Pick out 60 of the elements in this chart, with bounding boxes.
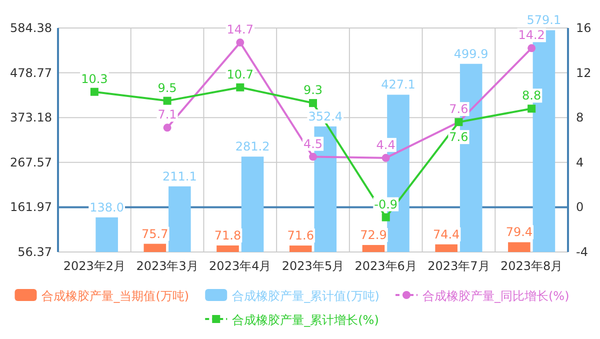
point <box>382 213 390 222</box>
legend-label: 合成橡胶产量_当期值(万吨) <box>42 289 190 303</box>
legend-label: 合成橡胶产量_累计增长(%) <box>232 313 379 327</box>
legend-label: 合成橡胶产量_累计值(万吨) <box>232 289 380 303</box>
data-label: 4.5 <box>303 136 323 151</box>
data-label: 7.1 <box>158 108 177 122</box>
data-label: 71.6 <box>287 228 314 243</box>
data-label: 281.2 <box>235 140 270 154</box>
data-label: 9.5 <box>158 80 177 95</box>
y2-tick-label: -4 <box>576 245 588 259</box>
data-label: 14.2 <box>518 28 545 42</box>
data-label: 10.7 <box>226 67 254 82</box>
data-label: 8.8 <box>522 88 542 103</box>
x-tick-label: 2023年2月 <box>63 259 126 273</box>
y-tick-label: 161.97 <box>10 200 52 214</box>
y-tick-label: 267.57 <box>10 155 52 170</box>
data-label: 72.9 <box>360 228 387 242</box>
x-tick-label: 2023年7月 <box>428 259 490 273</box>
point <box>236 83 244 92</box>
data-label: 499.9 <box>454 46 488 61</box>
y-tick-label: 56.37 <box>18 245 52 259</box>
legend-label: 合成橡胶产量_同比增长(%) <box>422 289 570 303</box>
y2-tick-label: 4 <box>576 155 584 170</box>
data-label: 71.8 <box>214 228 242 242</box>
data-label: 4.4 <box>376 138 396 152</box>
data-label: 79.4 <box>506 225 533 240</box>
y2-tick-label: 12 <box>576 66 592 80</box>
point <box>90 88 98 96</box>
x-tick-label: 2023年6月 <box>354 259 417 273</box>
point <box>309 152 317 161</box>
point <box>528 44 536 52</box>
y2-tick-label: 16 <box>576 21 592 35</box>
y-tick-label: 584.38 <box>10 21 52 35</box>
x-tick-label: 2023年3月 <box>136 259 198 273</box>
point <box>236 38 244 47</box>
x-tick-label: 2023年5月 <box>282 259 344 273</box>
data-label: 75.7 <box>142 226 168 241</box>
data-label: 7.6 <box>449 130 468 144</box>
point <box>528 104 536 113</box>
data-label: 579.1 <box>526 13 562 28</box>
data-label: -0.9 <box>374 197 398 212</box>
point <box>382 154 390 162</box>
x-tick-label: 2023年4月 <box>209 259 272 273</box>
data-label: 211.1 <box>162 169 197 184</box>
data-label: 14.7 <box>226 22 254 37</box>
data-label: 9.3 <box>303 83 323 98</box>
data-label: 74.4 <box>432 227 460 242</box>
point <box>163 124 172 132</box>
point <box>309 99 317 108</box>
data-label: 427.1 <box>381 78 416 92</box>
y-tick-label: 478.77 <box>10 66 52 80</box>
data-label: 7.6 <box>449 102 468 116</box>
y-tick-label: 373.18 <box>10 110 52 125</box>
data-label: 10.3 <box>81 72 108 86</box>
point <box>163 96 172 105</box>
y2-tick-label: 0 <box>576 200 584 214</box>
y2-tick-label: 8 <box>576 110 584 125</box>
data-label: 138.0 <box>90 200 124 214</box>
data-label: 352.4 <box>308 109 343 124</box>
x-tick-label: 2023年8月 <box>500 259 563 273</box>
